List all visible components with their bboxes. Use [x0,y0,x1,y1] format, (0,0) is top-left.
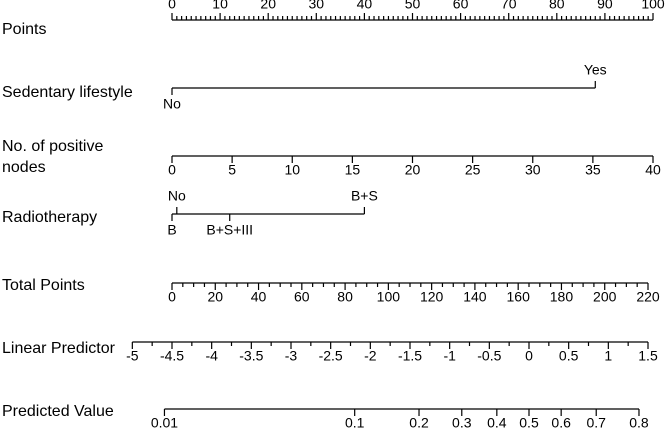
tick-label: 20 [405,162,421,178]
tick-label: -2 [364,348,377,364]
tick-label: 0.8 [629,415,649,431]
tick-label: 50 [405,0,421,12]
tick-label: 0.7 [586,415,606,431]
tick-label: 180 [550,289,574,305]
tick-label: 0 [168,289,176,305]
level-label: B+S+III [206,222,253,238]
level-label: No [168,188,186,204]
row-label: Linear Predictor [2,340,116,357]
tick-label: 220 [636,289,660,305]
tick-label: 30 [309,0,325,12]
tick-label: -5 [126,348,139,364]
row-label: Sedentary lifestyle [2,84,133,101]
tick-label: 200 [593,289,617,305]
tick-label: 0.6 [551,415,571,431]
tick-label: 90 [597,0,613,12]
tick-label: 20 [207,289,223,305]
tick-label: -1 [443,348,456,364]
tick-label: 0.5 [519,415,539,431]
tick-label: -4.5 [160,348,184,364]
tick-label: 40 [251,289,267,305]
tick-label: 1 [604,348,612,364]
level-label: Yes [584,62,607,78]
tick-label: 0 [525,348,533,364]
tick-label: -3 [285,348,298,364]
tick-label: 0.2 [409,415,429,431]
tick-label: -4 [205,348,218,364]
tick-label: 0.01 [151,415,178,431]
tick-label: 160 [507,289,531,305]
tick-label: 20 [260,0,276,12]
tick-label: 80 [337,289,353,305]
level-label: B [167,222,176,238]
row-label: No. of positive [2,138,103,155]
tick-label: 80 [549,0,565,12]
tick-label: 120 [420,289,444,305]
tick-label: 15 [345,162,361,178]
tick-label: 10 [284,162,300,178]
tick-label: 0 [168,0,176,12]
row-label: Predicted Value [2,403,114,420]
tick-label: 100 [641,0,665,12]
row-label: Points [2,21,46,38]
tick-label: 25 [465,162,481,178]
tick-label: -1.5 [398,348,422,364]
tick-label: -2.5 [319,348,343,364]
tick-label: 35 [585,162,601,178]
tick-label: 0.3 [452,415,472,431]
tick-label: 0.5 [559,348,579,364]
tick-label: 140 [463,289,487,305]
tick-label: 60 [294,289,310,305]
row-label: Radiotherapy [2,209,97,226]
tick-label: 10 [212,0,228,12]
level-label: No [163,96,181,112]
tick-label: 40 [357,0,373,12]
tick-label: 0.1 [345,415,365,431]
row-label: Total Points [2,277,85,294]
tick-label: 70 [501,0,517,12]
level-label: B+S [351,188,378,204]
tick-label: 40 [645,162,661,178]
tick-label: 60 [453,0,469,12]
tick-label: 0.4 [487,415,507,431]
tick-label: 5 [228,162,236,178]
tick-label: 100 [377,289,401,305]
row-label: nodes [2,159,46,176]
tick-label: 0 [168,162,176,178]
tick-label: -0.5 [477,348,501,364]
tick-label: 30 [525,162,541,178]
tick-label: -3.5 [239,348,263,364]
tick-label: 1.5 [638,348,658,364]
